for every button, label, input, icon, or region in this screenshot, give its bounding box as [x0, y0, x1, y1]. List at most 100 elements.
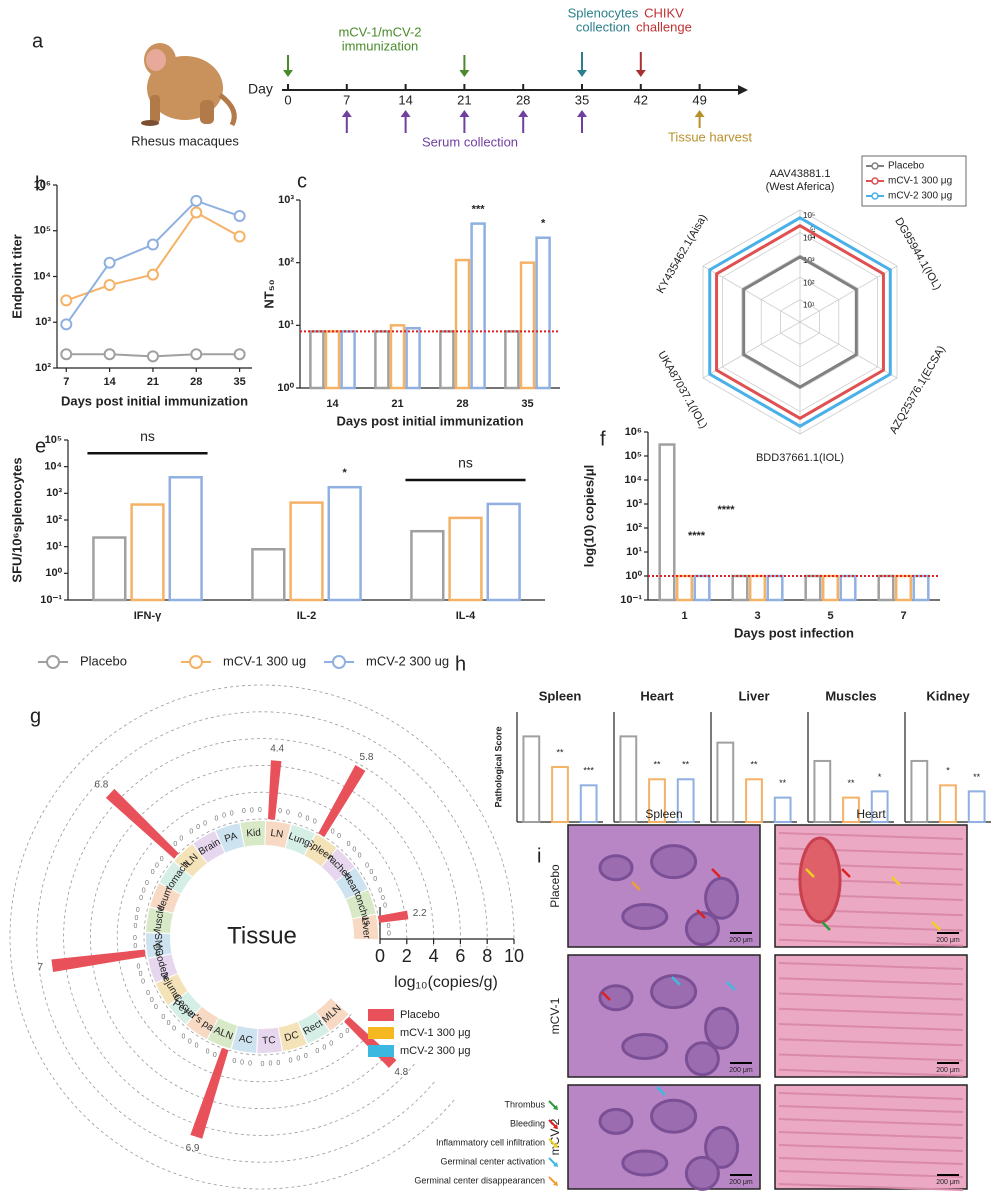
bar	[912, 574, 930, 602]
harvest-arrow-head	[694, 110, 705, 117]
panel-label: a	[32, 30, 44, 52]
splenocyte-label: Splenocytes	[568, 5, 639, 20]
bar	[410, 529, 445, 602]
value-label: 0	[276, 1060, 280, 1067]
significance: ***	[583, 766, 594, 776]
tissue-segment	[265, 821, 291, 848]
y-tick-label: 10⁰	[45, 567, 62, 579]
annotation-arrow	[696, 909, 706, 919]
grid-arc	[143, 818, 381, 1056]
scale-label: 200 μm	[729, 1179, 753, 1186]
germinal-center	[704, 1006, 740, 1050]
significance: *	[343, 467, 348, 479]
bar	[92, 536, 127, 602]
tissue-segment	[346, 890, 376, 919]
germinal-center	[650, 1098, 698, 1134]
bar	[967, 790, 986, 824]
legend-label: mCV-2 300 ug	[366, 653, 449, 668]
challenge-label: CHIKV	[644, 5, 684, 20]
value-label: 0	[298, 813, 302, 820]
splenocyte-label: collection	[576, 19, 630, 34]
legend-marker	[189, 655, 203, 669]
y-tick-label: 10²	[46, 514, 62, 526]
value-label: 0	[387, 931, 391, 938]
bar	[910, 759, 929, 824]
tissue-segment	[352, 914, 379, 940]
tissue-segment	[278, 1021, 307, 1052]
value-label: 0	[133, 943, 137, 950]
tissue-segment	[168, 991, 202, 1025]
y-axis-label: SFU/10⁶splenocytes	[9, 457, 24, 582]
bar	[658, 443, 676, 602]
x-tick-label: IL-2	[297, 610, 317, 622]
value-label: 4.8	[394, 1067, 408, 1078]
significance: ****	[688, 530, 706, 542]
value-label: 0	[260, 1061, 264, 1068]
legend-arrow	[548, 1119, 557, 1128]
axis-label: DG95944.1(IOL)	[892, 216, 943, 292]
y-tick-label: 10⁴	[44, 461, 62, 473]
data-point	[190, 194, 203, 207]
significance: **	[973, 772, 981, 782]
value-label: 7	[37, 962, 43, 973]
day-label: 28	[516, 92, 530, 107]
x-tick-label: 14	[103, 376, 116, 388]
bar	[389, 324, 406, 390]
bar	[289, 501, 324, 602]
legend-arrowhead	[553, 1143, 558, 1148]
radar-spoke	[799, 265, 898, 323]
muscle-fiber	[778, 1007, 964, 1016]
legend-arrow	[548, 1157, 557, 1166]
bar	[745, 778, 763, 823]
radial-bar	[344, 1016, 397, 1068]
legend-arrowhead	[553, 1181, 558, 1186]
data-point	[103, 279, 116, 292]
r-tick-label: 10	[504, 946, 524, 966]
panel-label: f	[600, 428, 606, 450]
muscle-fiber	[778, 1105, 964, 1113]
tissue-segment	[304, 834, 337, 867]
vessel	[798, 836, 842, 924]
data-point	[103, 348, 116, 361]
y-tick-label: 10⁰	[625, 570, 642, 582]
value-label: 0	[331, 828, 335, 835]
value-label: 0	[151, 869, 155, 876]
y-tick-label: 10³	[46, 487, 62, 499]
legend-arrowhead	[553, 1105, 558, 1110]
tissue-segment	[335, 867, 368, 899]
value-label: 0	[304, 1053, 308, 1060]
legend-label: mCV-2 300 μg	[400, 1045, 471, 1057]
immunization-label: immunization	[342, 38, 419, 53]
muscle-fiber	[778, 1068, 964, 1077]
significance: **	[556, 747, 564, 757]
value-label: 0	[306, 815, 310, 822]
muscle-fiber	[778, 1170, 964, 1178]
bar	[813, 759, 832, 824]
germinal-center	[598, 1107, 634, 1135]
significance: ns	[458, 455, 473, 471]
day-label: 14	[398, 92, 412, 107]
value-label: 0	[315, 1048, 319, 1055]
series-line	[65, 199, 240, 325]
muscle-fiber	[778, 962, 964, 970]
significance: ****	[717, 504, 735, 516]
x-tick-label: 3	[754, 610, 760, 622]
value-label: 0	[173, 841, 177, 848]
value-label: 0	[155, 862, 159, 869]
tissue-segment	[186, 1006, 219, 1039]
muscle-fiber	[778, 1092, 964, 1100]
value-label: 0	[206, 1049, 210, 1056]
series-polygon	[742, 255, 858, 389]
value-label: 0	[137, 963, 141, 970]
significance: ***	[472, 204, 486, 216]
x-tick-label: 28	[456, 398, 468, 410]
value-label: 0	[345, 1028, 349, 1035]
bar	[470, 222, 486, 390]
r-axis-label: log₁₀(copies/g)	[394, 974, 498, 991]
bar	[486, 502, 521, 602]
radial-bar	[378, 910, 409, 923]
annotation-arrow	[841, 868, 851, 878]
data-point	[103, 256, 116, 269]
radar-spoke	[799, 321, 898, 379]
